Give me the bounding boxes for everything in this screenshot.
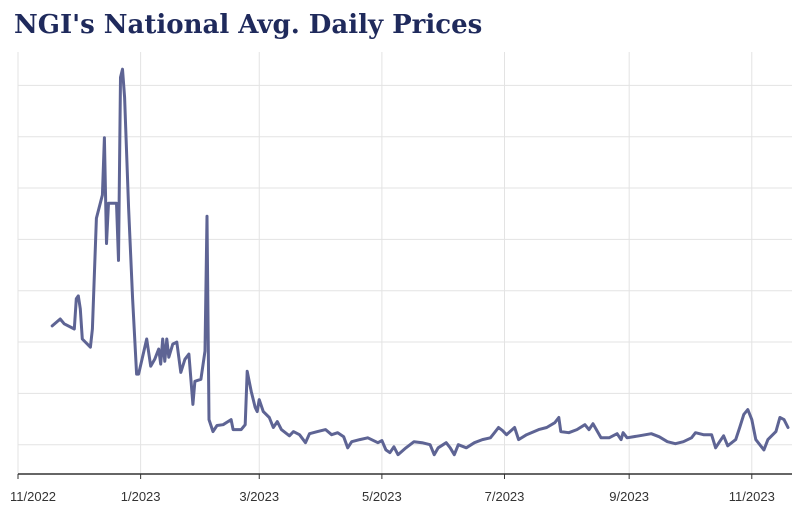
price-line [50, 67, 790, 457]
x-tick-label: 9/2023 [609, 489, 649, 504]
x-tick-label: 5/2023 [362, 489, 402, 504]
x-tick-label: 3/2023 [239, 489, 279, 504]
x-tick-label: 11/2022 [10, 489, 56, 504]
x-tick-label: 7/2023 [485, 489, 525, 504]
chart-title: NGI's National Avg. Daily Prices [14, 10, 482, 40]
x-tick-label: 11/2023 [729, 489, 775, 504]
x-tick-label: 1/2023 [121, 489, 161, 504]
